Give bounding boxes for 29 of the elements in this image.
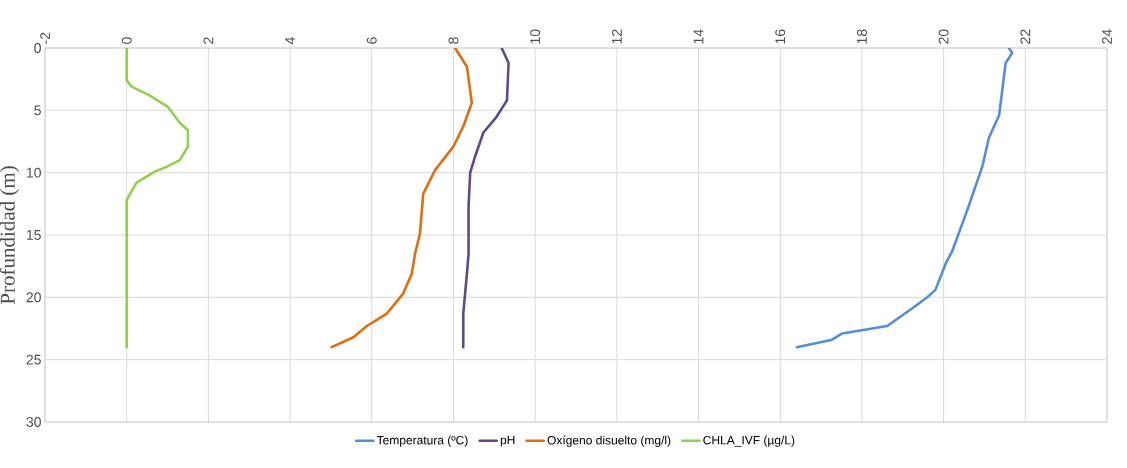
x-tick-label: 22 bbox=[1020, 29, 1031, 44]
line-series bbox=[461, 48, 510, 349]
y-axis-title: Profundidad (m) bbox=[0, 166, 20, 305]
y-tick-label: 25 bbox=[26, 354, 41, 365]
x-tick-label: 0 bbox=[121, 37, 132, 44]
x-tick-label: 14 bbox=[693, 29, 704, 44]
x-tick-label: 18 bbox=[856, 29, 867, 44]
y-tick-label: 10 bbox=[26, 167, 41, 178]
y-tick-label: 30 bbox=[26, 417, 41, 427]
x-tick-label: 8 bbox=[448, 37, 459, 44]
legend-label: Temperatura (ºC) bbox=[376, 435, 468, 447]
line-series bbox=[330, 48, 474, 349]
legend-label: CHLA_IVF (µg/L) bbox=[703, 435, 795, 447]
x-tick-label: 24 bbox=[1102, 29, 1112, 44]
y-tick-label: 20 bbox=[26, 292, 41, 303]
x-tick-label: 2 bbox=[203, 37, 214, 44]
x-tick-label: 16 bbox=[775, 29, 786, 44]
x-tick-label: -2 bbox=[40, 32, 50, 44]
legend-label: pH bbox=[500, 435, 515, 447]
y-tick-label: 15 bbox=[26, 230, 41, 240]
line-series bbox=[125, 48, 190, 349]
x-tick-label: 20 bbox=[938, 29, 949, 44]
x-tick-label: 10 bbox=[530, 29, 541, 44]
x-tick-label: 4 bbox=[285, 37, 295, 45]
x-tick-label: 12 bbox=[611, 29, 622, 44]
line-series bbox=[795, 48, 1014, 349]
x-tick-label: 6 bbox=[366, 37, 377, 44]
legend-label: Oxígeno disuelto (mg/l) bbox=[547, 435, 671, 447]
y-tick-label: 5 bbox=[34, 105, 41, 116]
